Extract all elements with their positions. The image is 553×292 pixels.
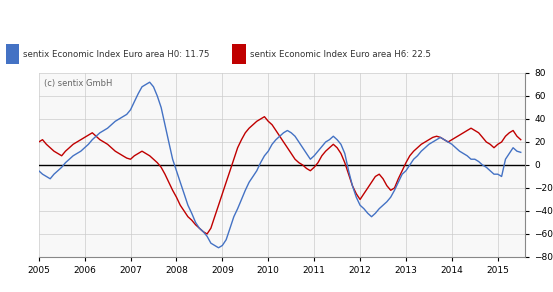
Bar: [6, 44, 19, 64]
Bar: [232, 44, 246, 64]
Text: (c) sentix GmbH: (c) sentix GmbH: [44, 79, 112, 88]
Text: sentix Economic Index, euro area: current situation (blue) and 6-month-expectati: sentix Economic Index, euro area: curren…: [9, 14, 544, 24]
Text: sentix Economic Index Euro area H0: 11.75: sentix Economic Index Euro area H0: 11.7…: [23, 50, 210, 58]
Text: sentix Economic Index Euro area H6: 22.5: sentix Economic Index Euro area H6: 22.5: [250, 50, 431, 58]
